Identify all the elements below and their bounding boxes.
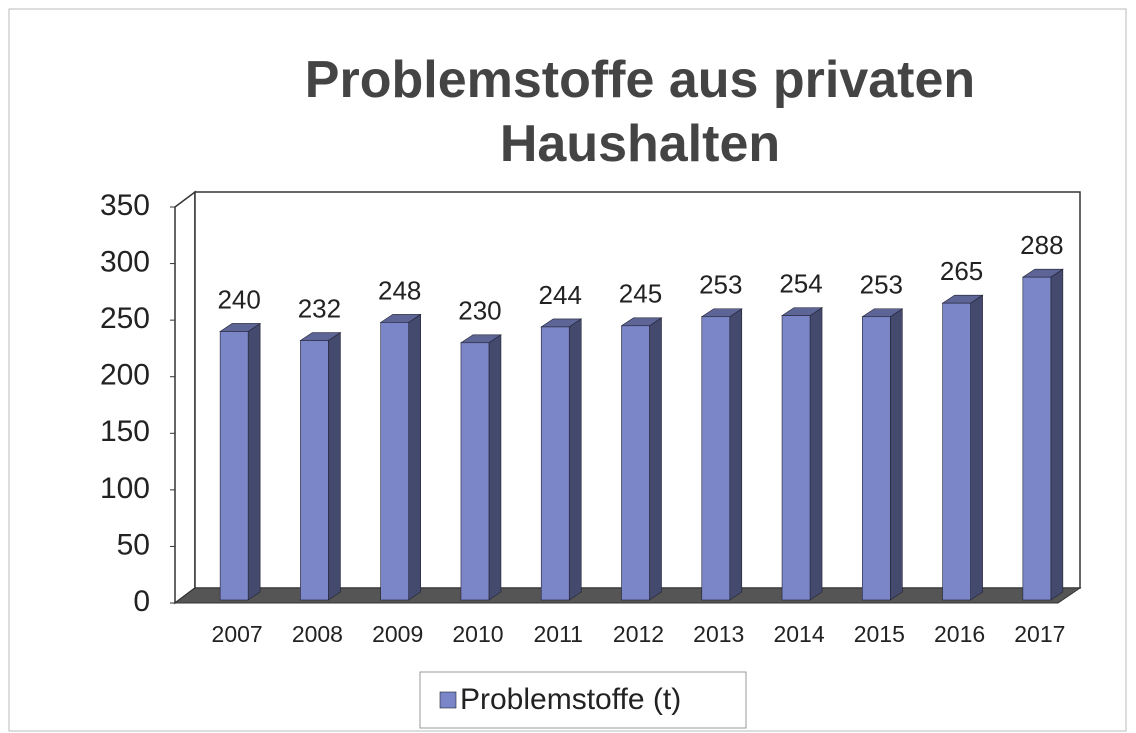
bar-side [568,318,582,601]
y-tick-label: 150 [100,415,150,448]
y-tick-label: 200 [100,359,150,392]
x-tick-label: 2016 [934,621,985,647]
data-label: 248 [378,275,421,305]
x-tick-label: 2009 [372,621,423,647]
bar [219,331,249,601]
data-label: 265 [940,256,983,286]
data-label: 244 [539,280,582,310]
bar-side [649,317,662,601]
bar-side [809,307,823,601]
x-tick-label: 2012 [613,621,664,647]
frame [8,8,1127,732]
bar [1022,276,1052,601]
bar-side [408,313,421,601]
y-tick-label: 300 [100,245,150,278]
legend-label: Problemstoffe (t) [460,683,681,716]
data-label: 232 [298,293,341,323]
bar [942,302,971,601]
data-label: 230 [458,296,501,326]
x-tick-label: 2008 [292,621,343,647]
x-tick-label: 2017 [1014,621,1065,647]
data-label: 288 [1020,230,1063,260]
bar-side [970,294,983,601]
bar-side [729,308,743,601]
legend-swatch [439,691,457,709]
x-tick-label: 2011 [533,621,582,647]
bar-side [890,308,903,601]
legend-box [419,671,747,729]
y-tick-label: 0 [133,585,150,618]
bar-side [328,331,341,601]
data-label: 240 [217,284,260,314]
data-label: 254 [779,268,822,298]
bar [300,340,329,601]
bar [701,316,731,601]
x-tick-label: 2013 [693,621,744,647]
data-label: 253 [699,270,742,300]
bar [781,315,811,601]
chart-title: Problemstoffe aus privaten Haushalten [304,51,976,173]
data-label: 253 [860,270,903,300]
bar [380,322,409,601]
bar-side [247,322,261,601]
x-tick-label: 2015 [854,621,905,647]
side-wall [174,190,196,605]
y-tick-label: 350 [100,189,150,222]
bar [862,316,891,601]
bar [540,326,570,601]
x-tick-label: 2007 [212,621,263,647]
bar [460,342,490,601]
y-tick-label: 250 [100,302,150,335]
y-tick-label: 100 [100,472,150,505]
bar [621,325,650,601]
data-label: 245 [619,279,662,309]
bar-side [488,334,502,601]
bar-side [1050,268,1064,601]
x-tick-label: 2014 [773,621,824,647]
x-tick-label: 2010 [452,621,503,647]
y-tick-label: 50 [117,528,150,561]
